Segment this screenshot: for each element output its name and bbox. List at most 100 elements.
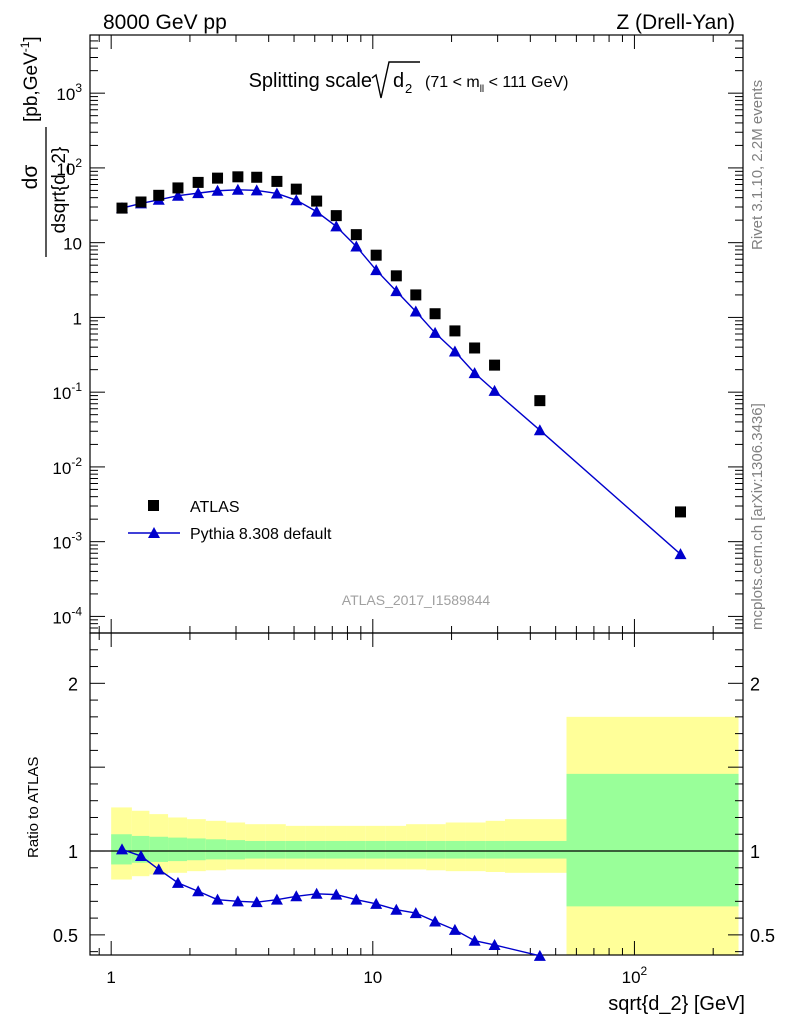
band-inner [265,840,286,859]
x-tick-label: 1 [106,968,115,987]
mcplots-label: mcplots.cern.ch [arXiv:1306.3436] [749,403,766,630]
band-inner [205,839,227,860]
y-tick-label: 103 [56,81,82,104]
main-ylabel-units-close: ] [21,36,42,41]
x-tick-label: 10 [363,968,382,987]
rivet-label: Rivet 3.1.10, 2.2M events [749,80,766,250]
atlas-point [534,395,546,407]
band-inner [485,840,505,859]
atlas-point [489,359,501,371]
ratio-pythia-point [488,938,501,950]
pythia-point [429,326,442,338]
ratio-y-tick-label: 1 [68,842,78,862]
ratio-pythia-point [134,850,147,862]
ratio-pythia-point [310,887,323,899]
legend-marker-pythia [148,527,160,538]
band-inner [187,838,206,861]
main-title-range-pre: (71 < m [425,74,480,91]
ratio-y-tick-label: 2 [68,674,78,694]
band-inner [365,840,386,859]
main-title-text: Splitting scale [249,70,372,92]
main-ylabel-units-sup: -1 [18,41,32,52]
main-title-range-post: < 111 GeV) [484,74,568,91]
sqrt-sign [371,61,420,99]
atlas-point [370,249,382,261]
ratio-pythia-point [370,897,383,909]
legend: ATLAS Pythia 8.308 default [128,499,332,543]
ratio-pythia-point [250,896,263,908]
y-tick-label: 10-3 [52,530,82,553]
pythia-point [330,220,343,232]
ratio-y-ticks: 0.5 0.5 1 1 2 2 [53,649,775,953]
x-axis-title: sqrt{d_2} [GeV] [608,993,745,1015]
atlas-point [271,175,283,187]
pythia-line [121,189,681,555]
band-inner [245,840,266,859]
pythia-point [370,264,383,276]
ratio-plot-frame [89,632,744,956]
main-ylabel-units-text: [pb,GeV [21,52,42,122]
main-plot-frame [89,34,744,634]
pythia-point [231,183,244,195]
atlas-point [192,176,204,188]
pythia-point [350,240,363,252]
atlas-point [212,172,224,184]
legend-label-atlas: ATLAS [190,499,240,516]
atlas-point [429,308,441,320]
band-inner [285,840,306,859]
pythia-point [270,187,283,199]
header-left: 8000 GeV pp [103,11,227,34]
ratio-pythia-point [390,903,403,915]
pythia-point [250,184,263,196]
pythia-point [488,384,501,396]
pythia-point [290,194,303,206]
pythia-point [310,205,323,217]
series-atlas [116,171,687,518]
watermark: ATLAS_2017_I1589844 [342,592,491,608]
main-title-range-sub: ll [480,84,484,95]
band-inner [149,836,169,862]
main-title-sqrt-sub: 2 [405,81,412,96]
atlas-point [116,202,128,214]
atlas-point [311,195,323,207]
band-inner [445,840,466,859]
main-y-ticks: 10-4 10-3 10-2 10-1 1 10 102 103 [52,34,743,634]
x-tick-label: 102 [622,964,648,987]
pythia-point [390,285,403,297]
atlas-point [330,210,342,222]
y-tick-label: 102 [56,156,82,179]
ratio-pythia-point [533,949,546,961]
atlas-point [350,229,362,241]
ratio-pythia-point [152,863,165,875]
band-inner [465,840,486,859]
ratio-pythia-point [192,885,205,897]
ratio-pythia-point [468,934,481,946]
band-inner [426,840,446,859]
legend-marker-atlas [148,500,159,511]
main-ylabel: dσ dsqrt{d_2} [pb,GeV-1] [18,36,70,257]
pythia-point [468,367,481,379]
y-tick-label: 10-4 [52,604,82,627]
y-tick-label: 10-1 [52,380,82,403]
pythia-point [533,424,546,436]
y-tick-label: 10-2 [52,455,82,478]
ratio-pythia-point [448,923,461,935]
ratio-y-tick-label-right: 2 [750,674,760,694]
ratio-pythia-point [330,888,343,900]
atlas-point [153,189,165,201]
pythia-point [409,305,422,317]
pythia-point [192,187,205,199]
atlas-point [172,182,184,194]
atlas-point [675,506,687,518]
band-inner [131,835,150,863]
ratio-bands [111,716,739,955]
atlas-point [469,342,481,354]
band-inner [305,840,326,859]
ratio-y-tick-label-right: 0.5 [750,926,775,946]
ratio-pythia-point [171,876,184,888]
band-inner [226,840,246,860]
band-inner [504,840,567,859]
main-title-range: (71 < mll < 111 GeV) [425,74,568,95]
pythia-point [448,345,461,357]
